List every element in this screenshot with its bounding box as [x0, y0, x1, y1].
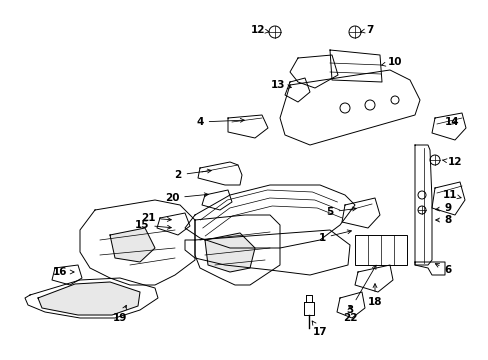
Polygon shape — [52, 265, 82, 285]
Polygon shape — [202, 190, 231, 210]
Polygon shape — [414, 262, 444, 275]
Text: 5: 5 — [325, 207, 356, 217]
Text: 22: 22 — [342, 306, 357, 323]
Text: 20: 20 — [164, 193, 208, 203]
Text: 19: 19 — [113, 305, 127, 323]
Text: 1: 1 — [318, 230, 351, 243]
Polygon shape — [80, 200, 195, 285]
Polygon shape — [110, 228, 155, 262]
Polygon shape — [227, 115, 267, 138]
Polygon shape — [157, 213, 190, 235]
Polygon shape — [184, 185, 354, 248]
Polygon shape — [431, 182, 464, 215]
Text: 4: 4 — [196, 117, 244, 127]
Polygon shape — [195, 215, 280, 285]
Polygon shape — [304, 302, 313, 315]
Text: 17: 17 — [311, 321, 326, 337]
Polygon shape — [280, 70, 419, 145]
Text: 12: 12 — [250, 25, 268, 35]
Text: 2: 2 — [174, 169, 211, 180]
Polygon shape — [198, 162, 242, 185]
Polygon shape — [329, 50, 381, 82]
Polygon shape — [431, 113, 465, 140]
Polygon shape — [354, 265, 392, 292]
Text: 21: 21 — [141, 213, 171, 223]
Polygon shape — [25, 278, 158, 318]
Polygon shape — [414, 145, 431, 265]
Text: 14: 14 — [444, 117, 458, 127]
Polygon shape — [204, 233, 254, 272]
Text: 15: 15 — [135, 220, 171, 230]
Text: 8: 8 — [435, 215, 451, 225]
Text: 12: 12 — [441, 157, 461, 167]
Text: 11: 11 — [442, 190, 460, 200]
Text: 18: 18 — [367, 284, 382, 307]
Polygon shape — [341, 198, 379, 228]
Polygon shape — [285, 78, 309, 102]
Text: 7: 7 — [360, 25, 373, 35]
Polygon shape — [336, 292, 364, 318]
Polygon shape — [38, 282, 140, 315]
Text: 6: 6 — [434, 264, 451, 275]
Polygon shape — [184, 230, 349, 275]
Polygon shape — [305, 295, 311, 302]
Bar — [354, 235, 406, 265]
Text: 3: 3 — [346, 265, 375, 315]
Text: 9: 9 — [435, 203, 450, 213]
Text: 13: 13 — [270, 80, 291, 90]
Polygon shape — [289, 55, 337, 88]
Text: 16: 16 — [53, 267, 74, 277]
Text: 10: 10 — [381, 57, 402, 67]
